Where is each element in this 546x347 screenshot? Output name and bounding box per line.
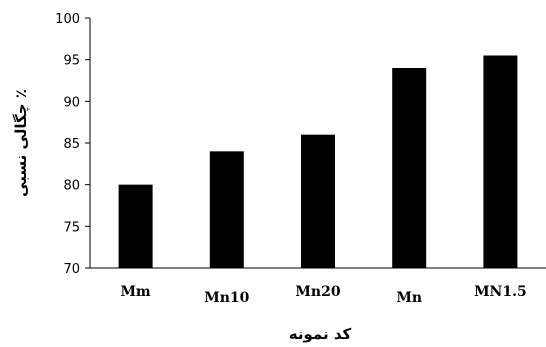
x-category-label: Mn10 — [204, 290, 249, 306]
x-category-label: Mm — [120, 284, 150, 300]
y-tick-label: 90 — [63, 95, 80, 110]
y-axis-ticks: 70 75 80 85 90 95 100 — [55, 12, 90, 277]
bar-mn20 — [301, 134, 335, 268]
bar-mn — [392, 68, 427, 268]
bars — [118, 55, 518, 268]
x-category-label: Mn — [396, 290, 422, 306]
x-category-label: Mn20 — [295, 284, 340, 300]
bar-mn1-5 — [483, 55, 518, 268]
bar-mm — [118, 184, 153, 268]
x-axis-category-labels: Mm Mn10 Mn20 Mn MN1.5 — [120, 284, 526, 306]
y-tick-label: 70 — [63, 262, 80, 277]
bar-mn10 — [209, 151, 244, 268]
x-axis-title: کد نمونه — [289, 325, 352, 343]
y-tick-label: 100 — [55, 12, 80, 27]
y-tick-label: 95 — [63, 54, 80, 69]
y-tick-label: 80 — [63, 179, 80, 194]
x-category-label: MN1.5 — [474, 284, 527, 300]
y-tick-label: 75 — [63, 220, 80, 235]
y-tick-label: 85 — [63, 137, 80, 152]
y-axis-title: ٪ چگالی نسبی — [12, 89, 31, 197]
